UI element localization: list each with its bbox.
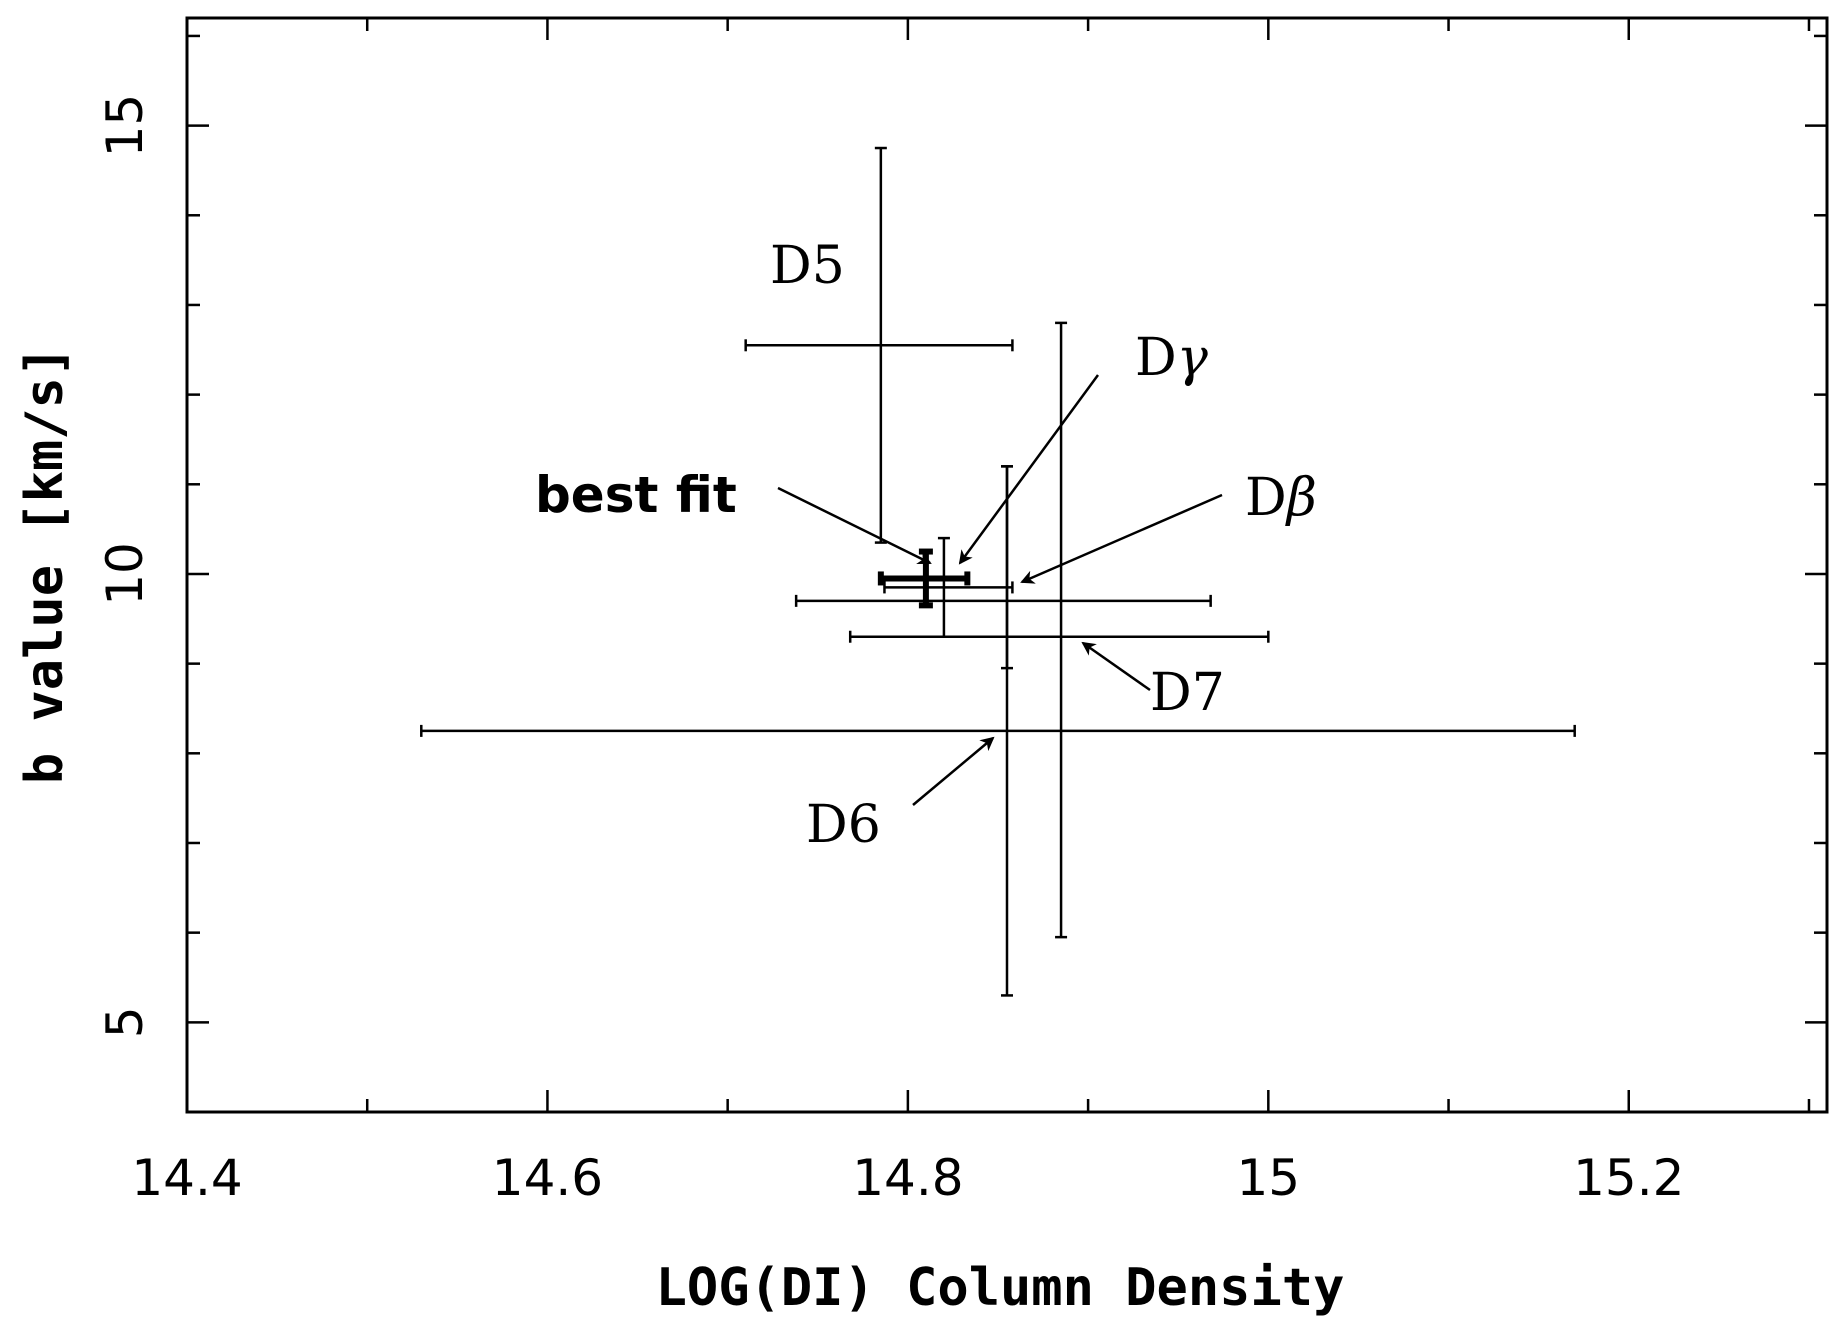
y-tick-label: 10 xyxy=(96,542,154,606)
arrow-Dgamma xyxy=(958,374,1100,565)
errorbar-D6 xyxy=(420,465,1576,997)
label-D6: D6 xyxy=(806,795,881,855)
x-tick-label: 15 xyxy=(1237,1149,1301,1207)
label-Dbeta: Dβ xyxy=(1245,468,1317,528)
error-bars xyxy=(420,146,1576,997)
label-Dgamma-D: D xyxy=(1135,328,1177,388)
errorbar-D7 xyxy=(848,321,1270,939)
annotation-arrows xyxy=(777,374,1223,806)
x-axis-title: LOG(DI) Column Density xyxy=(656,1258,1345,1318)
label-D7: D7 xyxy=(1150,663,1225,723)
plot-frame xyxy=(185,16,1829,1114)
label-Dgamma: Dγ xyxy=(1135,328,1209,388)
x-tick-label: 14.8 xyxy=(852,1149,963,1207)
y-tick-label: 15 xyxy=(96,94,154,158)
y-tick-label: 5 xyxy=(96,1006,154,1038)
label-Dbeta-greek: β xyxy=(1285,468,1317,528)
errorbar-Dγ xyxy=(883,536,1014,638)
arrow-Dbeta xyxy=(1020,493,1223,584)
label-D5: D5 xyxy=(770,236,845,296)
arrow-D6 xyxy=(912,736,995,806)
axis-ticks xyxy=(185,18,1827,1114)
y-axis-title: b value [km/s] xyxy=(15,346,75,784)
label-Dgamma-greek: γ xyxy=(1177,328,1209,388)
x-tick-label: 15.2 xyxy=(1573,1149,1684,1207)
x-tick-label: 14.6 xyxy=(492,1149,603,1207)
arrow-best-fit xyxy=(777,486,932,565)
arrow-D7 xyxy=(1081,641,1151,692)
label-best-fit: best fit xyxy=(535,466,737,524)
tick-labels: 14.4 14.6 14.8 15 15.2 5 10 15 xyxy=(96,94,1684,1207)
errorbar-D5 xyxy=(744,146,1014,544)
label-Dbeta-D: D xyxy=(1245,468,1287,528)
x-tick-label: 14.4 xyxy=(131,1149,242,1207)
